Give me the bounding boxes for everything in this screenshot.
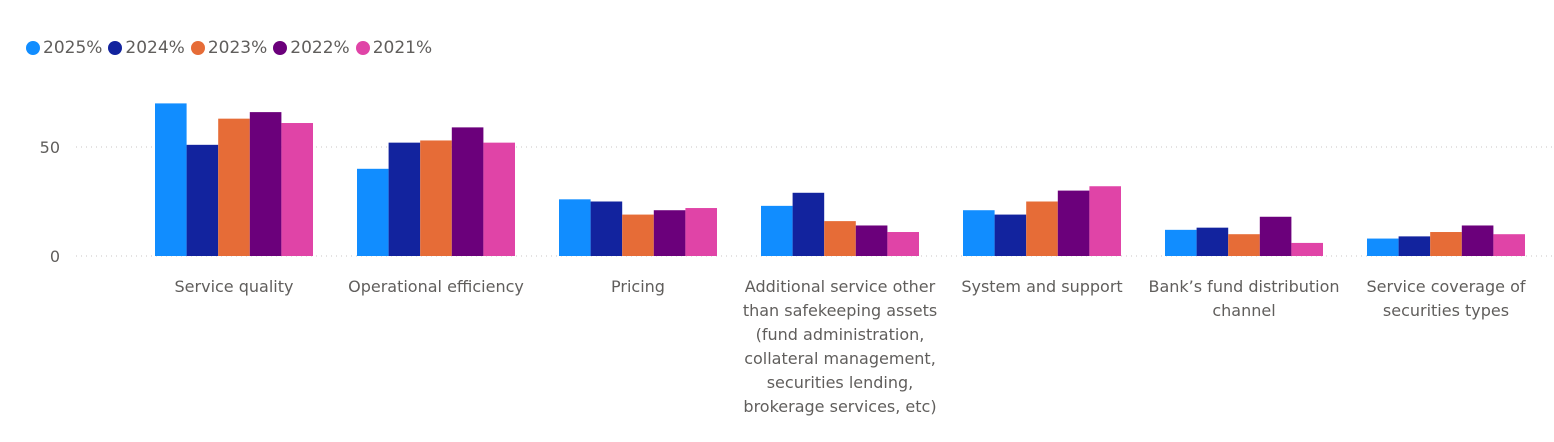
bar[interactable]: [186, 144, 219, 256]
bar[interactable]: [483, 142, 515, 256]
legend-label: 2025%: [43, 38, 103, 58]
bar[interactable]: [1461, 225, 1494, 256]
legend-swatch: [26, 41, 40, 55]
bar[interactable]: [420, 140, 452, 256]
bar[interactable]: [1367, 238, 1399, 256]
bar[interactable]: [281, 123, 313, 257]
bar[interactable]: [1165, 229, 1197, 256]
bar[interactable]: [685, 208, 717, 256]
x-tick-label: System and support: [961, 277, 1122, 296]
x-tick-label: Bank’s fund distribution channel: [1148, 277, 1339, 320]
x-tick-label: Operational efficiency: [348, 277, 524, 296]
bar[interactable]: [357, 168, 389, 256]
legend-label: 2021%: [372, 38, 433, 58]
legend-item[interactable]: 2021%: [355, 38, 433, 58]
legend-swatch: [108, 41, 123, 55]
bar[interactable]: [761, 205, 793, 256]
legend-swatch: [190, 41, 205, 55]
bar[interactable]: [1430, 232, 1462, 256]
bar[interactable]: [451, 127, 484, 256]
bar[interactable]: [1089, 186, 1121, 256]
bar[interactable]: [622, 214, 654, 256]
y-tick-label: 50: [40, 138, 60, 157]
x-tick-label: Additional service other than safekeeping…: [743, 277, 937, 416]
legend-item[interactable]: 2023%: [190, 38, 268, 58]
chart-legend: 2025% 2024% 2023% 2022% 2021%: [26, 36, 438, 60]
bar[interactable]: [1228, 234, 1260, 256]
bar[interactable]: [218, 118, 250, 256]
bar[interactable]: [1026, 201, 1058, 257]
legend-swatch: [355, 41, 370, 55]
bar[interactable]: [1057, 190, 1090, 256]
bar[interactable]: [1259, 216, 1292, 256]
legend-label: 2024%: [125, 38, 185, 58]
legend-item[interactable]: 2024%: [108, 38, 185, 58]
bar[interactable]: [388, 142, 421, 256]
bar[interactable]: [249, 112, 282, 257]
bar[interactable]: [653, 210, 686, 256]
bar[interactable]: [887, 232, 919, 256]
bar[interactable]: [559, 199, 591, 256]
legend-swatch: [273, 41, 288, 55]
legend-label: 2022%: [290, 38, 350, 58]
bar[interactable]: [155, 103, 187, 257]
legend-item[interactable]: 2025%: [26, 38, 102, 58]
x-tick-label: Service coverage of securities types: [1366, 277, 1525, 320]
x-tick-label: Pricing: [611, 277, 665, 296]
x-tick-label: Service quality: [175, 277, 294, 296]
legend-item[interactable]: 2022%: [273, 38, 350, 58]
bar[interactable]: [590, 201, 623, 257]
y-tick-label: 0: [50, 247, 60, 266]
bar[interactable]: [1493, 234, 1525, 256]
bar[interactable]: [1196, 227, 1229, 256]
bar[interactable]: [824, 221, 856, 256]
bar[interactable]: [855, 225, 888, 256]
legend-label: 2023%: [207, 38, 268, 58]
bar[interactable]: [1398, 236, 1431, 256]
bar[interactable]: [963, 210, 995, 256]
bar[interactable]: [792, 192, 825, 256]
bar[interactable]: [1291, 242, 1323, 256]
bar[interactable]: [994, 214, 1027, 256]
